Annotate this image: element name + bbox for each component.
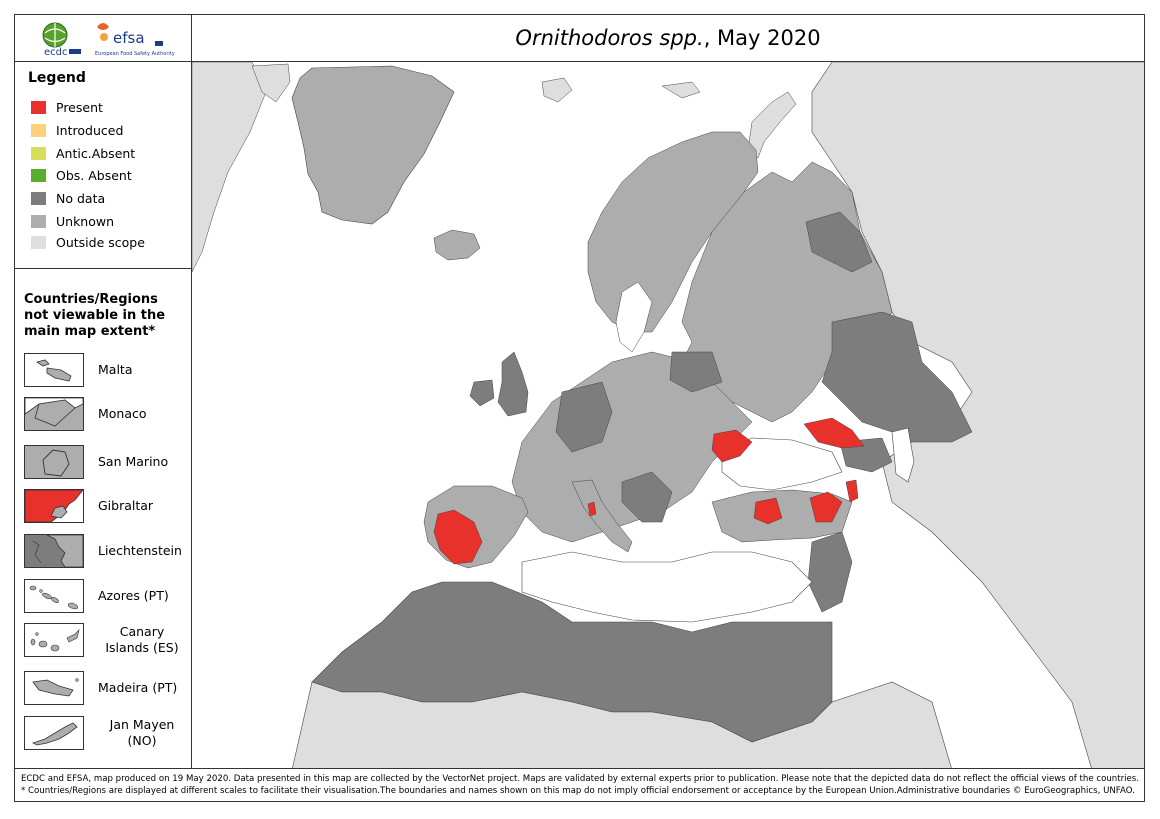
black-sea: [721, 437, 843, 491]
title-date: , May 2020: [703, 26, 821, 50]
present-turkey-central: [753, 497, 783, 525]
levant-nodata: [807, 531, 853, 613]
legend-label: Obs. Absent: [56, 167, 132, 183]
antic-absent-swatch: [31, 146, 46, 160]
legend-label: No data: [56, 190, 106, 206]
footer-notes: ECDC and EFSA, map produced on 19 May 20…: [14, 768, 1145, 802]
inset-label: Jan Mayen (NO): [109, 717, 175, 748]
ecdc-logo: ecdc: [42, 22, 81, 58]
legend-label: Antic.Absent: [56, 145, 136, 161]
introduced-swatch: [31, 123, 46, 137]
inset-label: Madeira (PT): [98, 680, 178, 695]
germany-nodata: [555, 381, 613, 453]
malta-inset-icon: [24, 353, 84, 387]
inset-malta: Malta: [24, 351, 186, 389]
no-data-swatch: [31, 191, 46, 205]
uk-region: [497, 351, 529, 417]
present-caucasus: [845, 479, 859, 503]
canada-region: [192, 62, 267, 273]
franz-josef-region: [661, 81, 701, 99]
map-title: Ornithodoros spp., May 2020: [191, 14, 1145, 62]
logo-bar: ecdc efsa European Food Safety Authority: [14, 14, 192, 62]
inset-gibraltar: Gibraltar: [24, 487, 186, 525]
gibraltar-inset-icon: [24, 489, 84, 523]
inset-label: Liechtenstein: [98, 543, 182, 558]
legend-item-antic-absent: Antic.Absent: [31, 144, 135, 162]
inset-azores: Azores (PT): [24, 577, 186, 615]
iceland-region: [433, 229, 481, 261]
present-swatch: [31, 100, 46, 114]
regions-panel-title: Countries/Regions not viewable in the ma…: [24, 292, 166, 339]
legend-item-outside-scope: Outside scope: [31, 233, 145, 251]
inset-liechtenstein: Liechtenstein: [24, 532, 186, 570]
monaco-inset-icon: [24, 397, 84, 431]
inset-canary-islands: Canary Islands (ES): [24, 621, 186, 659]
belarus-nodata: [669, 351, 723, 393]
inset-label: San Marino: [98, 454, 169, 469]
legend-label: Unknown: [56, 213, 115, 229]
inset-label: Monaco: [98, 406, 147, 421]
present-portugal-spain: [433, 509, 483, 565]
inset-madeira: Madeira (PT): [24, 669, 186, 707]
present-turkey-east: [809, 491, 843, 523]
efsa-logo-caption: European Food Safety Authority: [95, 51, 175, 57]
legend-label: Introduced: [56, 122, 124, 138]
efsa-logo: efsa European Food Safety Authority: [95, 23, 175, 57]
footer-line-1: ECDC and EFSA, map produced on 19 May 20…: [21, 774, 1140, 784]
obs-absent-swatch: [31, 168, 46, 182]
legend-label: Present: [56, 99, 103, 115]
inset-label: Gibraltar: [98, 498, 154, 513]
inset-jan-mayen: Jan Mayen (NO): [24, 714, 186, 752]
russia-nodata-north: [805, 211, 873, 273]
africa-outside: [292, 681, 952, 768]
ecdc-logo-text: ecdc: [44, 47, 68, 58]
caspian-sea: [891, 427, 915, 483]
legend-label: Outside scope: [56, 234, 145, 250]
footer-line-2: * Countries/Regions are displayed at dif…: [21, 786, 1135, 796]
balkans-nodata: [621, 471, 673, 523]
canada-islands: [251, 63, 291, 103]
inset-label: Malta: [98, 362, 133, 377]
liechtenstein-inset-icon: [24, 534, 84, 568]
unknown-swatch: [31, 214, 46, 228]
present-ukraine: [711, 429, 753, 463]
legend-title: Legend: [28, 70, 86, 86]
legend-item-no-data: No data: [31, 189, 105, 207]
map-canvas[interactable]: [191, 61, 1145, 769]
ireland-region: [469, 379, 495, 407]
canary-islands-inset-icon: [24, 623, 84, 657]
azores-inset-icon: [24, 579, 84, 613]
inset-san-marino: San Marino: [24, 443, 186, 481]
svalbard-region: [541, 77, 573, 103]
jan-mayen-inset-icon: [24, 716, 84, 750]
outside-scope-swatch: [31, 235, 46, 249]
efsa-logo-text: efsa: [113, 29, 145, 47]
mediterranean-sea: [521, 551, 813, 623]
russia-nodata-south: [821, 311, 973, 443]
present-sardinia: [587, 501, 597, 517]
legend-item-unknown: Unknown: [31, 212, 114, 230]
novaya-zemlya-region: [747, 91, 797, 159]
greenland-region: [291, 65, 455, 225]
madeira-inset-icon: [24, 671, 84, 705]
europe-map: [192, 62, 1144, 768]
legend-item-obs-absent: Obs. Absent: [31, 166, 132, 184]
title-species: Ornithodoros spp.: [515, 26, 704, 50]
inset-monaco: Monaco: [24, 395, 186, 433]
san-marino-inset-icon: [24, 445, 84, 479]
present-russia-south: [803, 417, 865, 449]
legend-divider: [15, 268, 191, 269]
legend-item-introduced: Introduced: [31, 121, 123, 139]
inset-label: Canary Islands (ES): [105, 624, 179, 655]
baltic-sea: [615, 281, 653, 353]
inset-label: Azores (PT): [98, 588, 169, 603]
legend-item-present: Present: [31, 98, 103, 116]
legend-panel: Legend Present Introduced Antic.Absent O…: [14, 61, 192, 769]
